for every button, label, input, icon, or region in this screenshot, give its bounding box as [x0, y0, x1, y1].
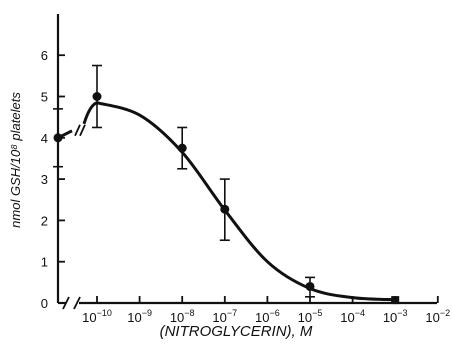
data-point-group	[53, 108, 63, 168]
fit-curve-join	[82, 101, 98, 125]
curve-break-mark	[74, 124, 81, 137]
data-point-group	[177, 126, 188, 170]
x-tick-label: 10−5	[298, 308, 323, 325]
data-point	[391, 296, 400, 305]
data-points	[53, 64, 400, 305]
x-tick-label: 10−3	[383, 308, 408, 325]
data-point	[305, 281, 315, 291]
axes	[56, 14, 437, 310]
x-tick-label: 10−4	[340, 308, 365, 325]
x-axis-label: (NITROGLYCERIN), M	[160, 323, 313, 340]
data-point-group	[219, 178, 230, 242]
data-point	[177, 143, 187, 153]
y-tick-label: 1	[41, 255, 48, 270]
x-axis-break-mark	[62, 296, 81, 310]
y-tick-label: 3	[41, 172, 48, 187]
x-tick-label: 10−7	[212, 308, 237, 325]
data-point	[92, 92, 102, 101]
y-axis-label: nmol GSH/10⁸ platelets	[8, 92, 23, 228]
x-tick-label: 10−8	[170, 308, 195, 325]
data-point-group	[92, 64, 102, 129]
data-point	[53, 133, 63, 143]
x-tick-label: 10−6	[255, 308, 280, 325]
curve-break-mark	[79, 124, 86, 137]
data-point	[220, 204, 230, 214]
y-tick-label: 4	[41, 131, 48, 146]
fit-curve-group	[57, 101, 396, 302]
data-point-group	[305, 276, 315, 298]
y-tick-label: 0	[41, 296, 48, 311]
y-ticks: 0 1 2 3 4 5 6	[41, 48, 65, 311]
fit-curve	[96, 101, 396, 302]
x-tick-label: 10−10	[82, 308, 112, 325]
x-ticks: 10−10 10−9 10−8 10−7 10−6 10−5 10−4 10−3 10−2	[82, 296, 450, 325]
y-tick-label: 5	[41, 90, 48, 105]
x-tick-label: 10−9	[127, 308, 152, 325]
y-tick-label: 6	[41, 48, 48, 63]
data-point-group	[391, 296, 400, 305]
x-tick-label: 10−2	[425, 308, 450, 325]
y-tick-label: 2	[41, 213, 48, 228]
